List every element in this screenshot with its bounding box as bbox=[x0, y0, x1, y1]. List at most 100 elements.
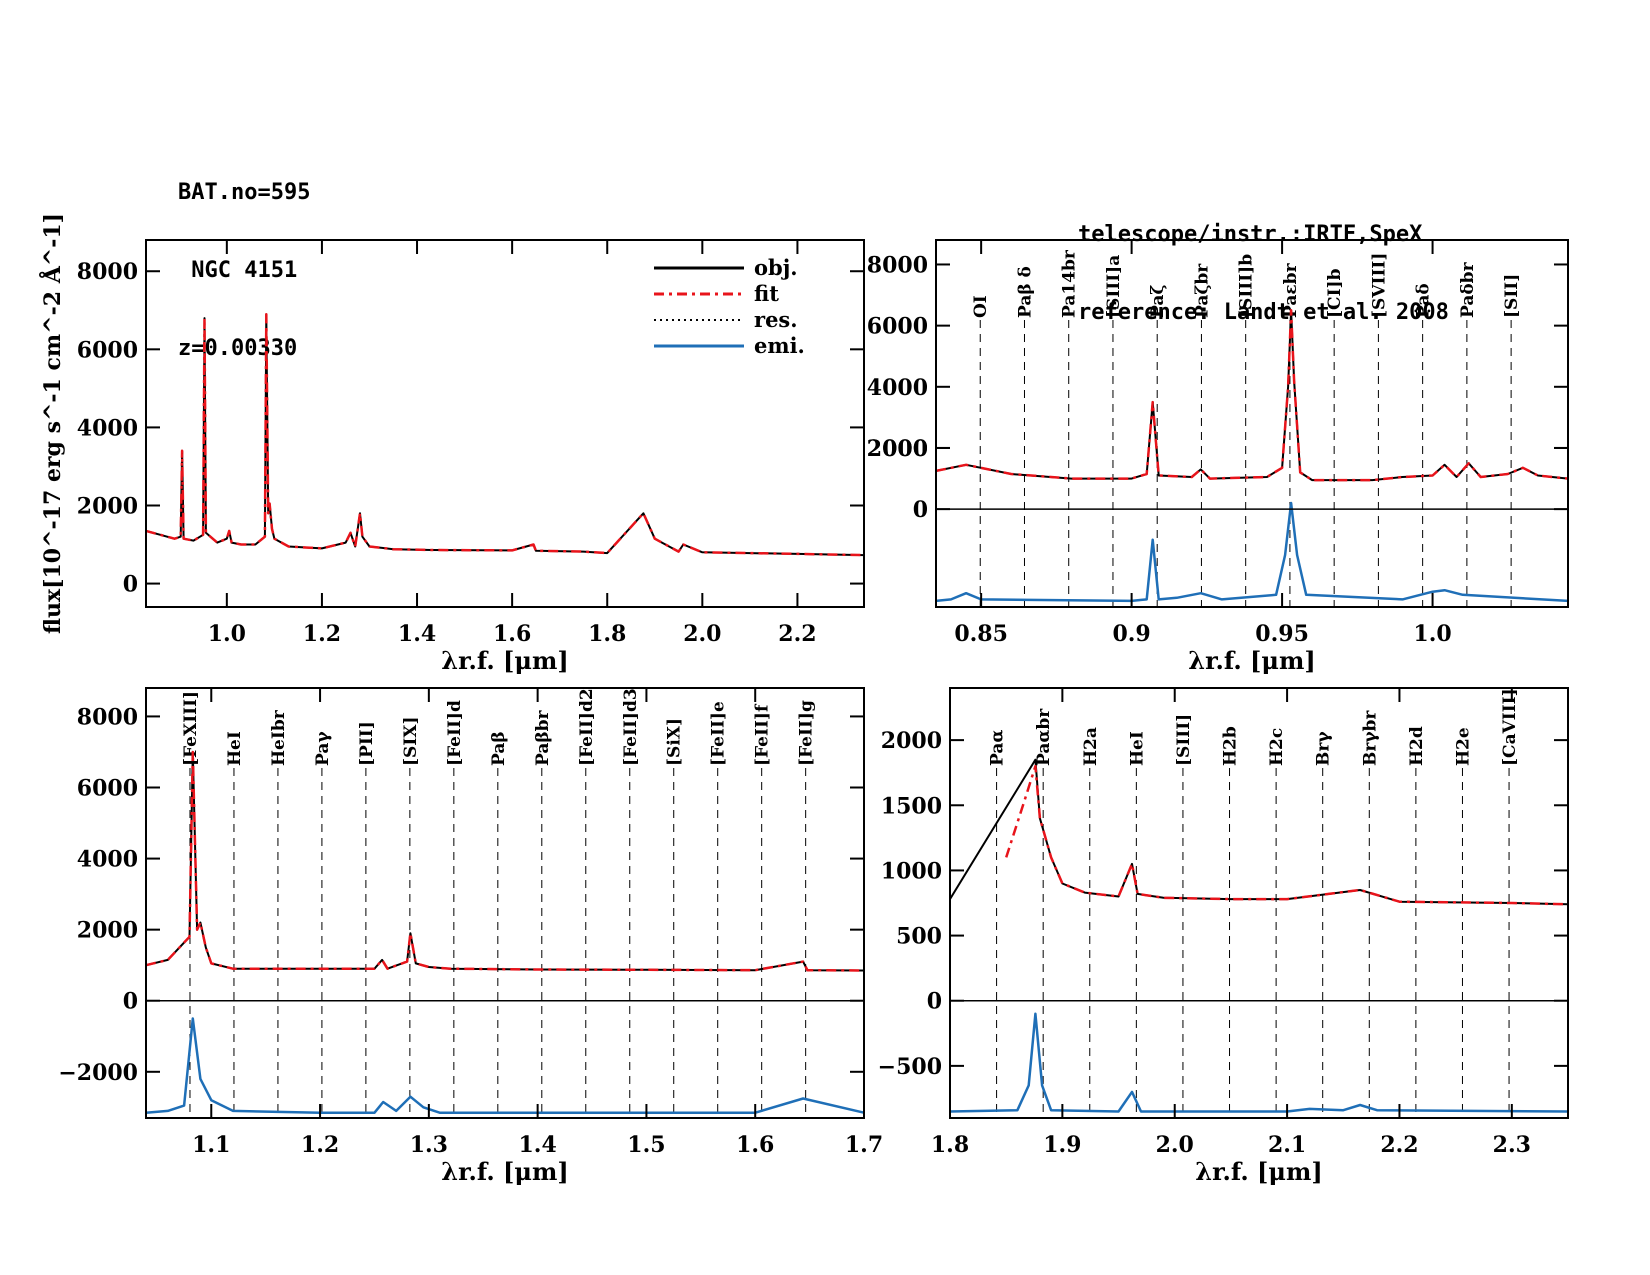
line-label: [SIII]a bbox=[1104, 255, 1124, 318]
x-tick-label: 1.7 bbox=[845, 1132, 883, 1158]
y-tick-label: 4000 bbox=[867, 375, 928, 401]
object-redshift: z=0.00330 bbox=[178, 336, 298, 361]
line-label: Paζbr bbox=[1192, 263, 1212, 318]
series-emi bbox=[949, 1012, 1569, 1113]
line-label: Brγbr bbox=[1360, 710, 1380, 766]
series-fit bbox=[935, 309, 1569, 482]
x-tick-label: 1.0 bbox=[208, 621, 246, 647]
x-tick-label: 2.2 bbox=[1380, 1132, 1418, 1158]
y-tick-label: 0 bbox=[123, 989, 138, 1015]
x-tick-label: 1.1 bbox=[192, 1132, 230, 1158]
y-tick-label: 2000 bbox=[77, 493, 138, 519]
line-label: [SIII]b bbox=[1237, 254, 1257, 318]
series-emi bbox=[145, 1017, 865, 1114]
series-emi bbox=[935, 501, 1569, 603]
y-tick-label: 8000 bbox=[77, 704, 138, 730]
line-label: H2c bbox=[1267, 728, 1287, 766]
line-label: [SII] bbox=[1502, 274, 1522, 318]
line-label: HeI bbox=[225, 731, 245, 766]
object-bat-number: BAT.no=595 bbox=[178, 180, 311, 205]
series-obj bbox=[935, 309, 1569, 482]
line-label: Paγ bbox=[313, 731, 333, 766]
line-label: [SiX] bbox=[665, 718, 685, 766]
x-tick-label: 1.8 bbox=[931, 1132, 969, 1158]
y-tick-label: 6000 bbox=[77, 776, 138, 802]
x-tick-label: 1.8 bbox=[588, 621, 626, 647]
line-label: [CI]b bbox=[1325, 268, 1345, 318]
line-label: H2b bbox=[1221, 726, 1241, 766]
panel-3: [FeXIII] HeI HeIbr Paγ [PII] [SIX] [FeII]d Paβ P… bbox=[58, 687, 883, 1186]
line-label: Paβ bbox=[489, 731, 509, 766]
x-tick-label: 0.95 bbox=[1255, 621, 1309, 647]
x-tick-label: 1.6 bbox=[493, 621, 531, 647]
line-label: Paβ δ bbox=[1015, 266, 1035, 318]
x-tick-label: 2.2 bbox=[778, 621, 816, 647]
series-fit bbox=[145, 750, 865, 972]
series-obj bbox=[145, 751, 865, 972]
y-axis-label: flux[10^-17 erg s^-1 cm^-2 Å^-1] bbox=[39, 213, 66, 634]
legend-label: emi. bbox=[754, 333, 805, 358]
panel-1: 1.0 1.2 1.4 1.6 1.8 2.0 2.2 0 2000 4000 6000 8000 λr… bbox=[39, 213, 865, 675]
x-tick-label: 2.1 bbox=[1268, 1132, 1306, 1158]
axes-frame bbox=[145, 687, 865, 1119]
legend-label: res. bbox=[754, 307, 798, 332]
x-axis-label: λr.f. [μm] bbox=[441, 646, 568, 675]
line-label: Paαbr bbox=[1034, 708, 1054, 766]
legend-label: fit bbox=[754, 281, 779, 306]
x-tick-label: 1.4 bbox=[518, 1132, 556, 1158]
y-tick-label: 8000 bbox=[867, 252, 928, 278]
x-tick-label: 0.9 bbox=[1112, 621, 1150, 647]
series-fit bbox=[1005, 764, 1569, 906]
y-tick-label: 2000 bbox=[867, 436, 928, 462]
y-tick-label: 6000 bbox=[867, 314, 928, 340]
line-label: [FeII]f bbox=[753, 703, 773, 766]
line-label: [SVIII] bbox=[1369, 253, 1389, 318]
line-label: OI bbox=[971, 295, 991, 318]
x-tick-label: 2.0 bbox=[683, 621, 721, 647]
x-axis-label: λr.f. [μm] bbox=[1195, 1157, 1322, 1186]
x-tick-label: 1.6 bbox=[736, 1132, 774, 1158]
y-tick-label: 4000 bbox=[77, 847, 138, 873]
panel-4: Paα Paαbr H2a HeI [SIII] H2b H2c Brγ Brγbr H2d H2e… bbox=[878, 687, 1569, 1186]
line-label: [FeII]g bbox=[797, 700, 817, 766]
line-label: Paεbr bbox=[1281, 262, 1301, 318]
line-label: HeI bbox=[1127, 731, 1147, 766]
line-label: HeIbr bbox=[269, 709, 289, 766]
legend-label: obj. bbox=[754, 255, 798, 280]
y-tick-label: 2000 bbox=[881, 728, 942, 754]
line-label: H2d bbox=[1407, 726, 1427, 766]
x-tick-label: 1.4 bbox=[398, 621, 436, 647]
x-tick-label: 1.0 bbox=[1413, 621, 1451, 647]
line-label: Brγ bbox=[1314, 731, 1334, 766]
axes-frame bbox=[949, 687, 1569, 1119]
x-tick-label: 2.0 bbox=[1156, 1132, 1194, 1158]
x-tick-label: 1.5 bbox=[627, 1132, 665, 1158]
line-label: H2a bbox=[1081, 727, 1101, 766]
line-label: [FeXIII] bbox=[181, 691, 201, 766]
x-axis-label: λr.f. [μm] bbox=[1188, 646, 1315, 675]
y-tick-label: 500 bbox=[896, 924, 942, 950]
line-label: [PII] bbox=[357, 721, 377, 766]
line-label: Paδbr bbox=[1458, 261, 1478, 318]
line-label: Paβbr bbox=[533, 709, 553, 766]
y-tick-label: −2000 bbox=[58, 1060, 138, 1086]
y-tick-label: 6000 bbox=[77, 337, 138, 363]
x-tick-label: 1.2 bbox=[303, 621, 341, 647]
x-tick-label: 1.2 bbox=[301, 1132, 339, 1158]
axes-frame bbox=[935, 239, 1569, 608]
x-tick-label: 0.85 bbox=[954, 621, 1008, 647]
line-label: [FeII]d bbox=[445, 700, 465, 766]
y-tick-label: 2000 bbox=[867, 436, 928, 462]
y-tick-label: 0 bbox=[927, 989, 942, 1015]
y-tick-label: 0 bbox=[123, 572, 138, 598]
object-header: BAT.no=595 NGC 4151 z=0.00330 bbox=[178, 128, 310, 388]
telescope-instrument: telescope/instr.:IRTF,SpeX bbox=[1078, 222, 1423, 247]
y-tick-label: 4000 bbox=[77, 415, 138, 441]
line-label: [SIII] bbox=[1174, 714, 1194, 766]
y-tick-label: 2000 bbox=[77, 918, 138, 944]
y-tick-label: 8000 bbox=[77, 259, 138, 285]
line-label: [CaVIII] bbox=[1500, 688, 1520, 766]
reference-header: telescope/instr.:IRTF,SpeX reference: La… bbox=[1078, 170, 1449, 352]
line-label: [FeII]d3 bbox=[621, 688, 641, 766]
